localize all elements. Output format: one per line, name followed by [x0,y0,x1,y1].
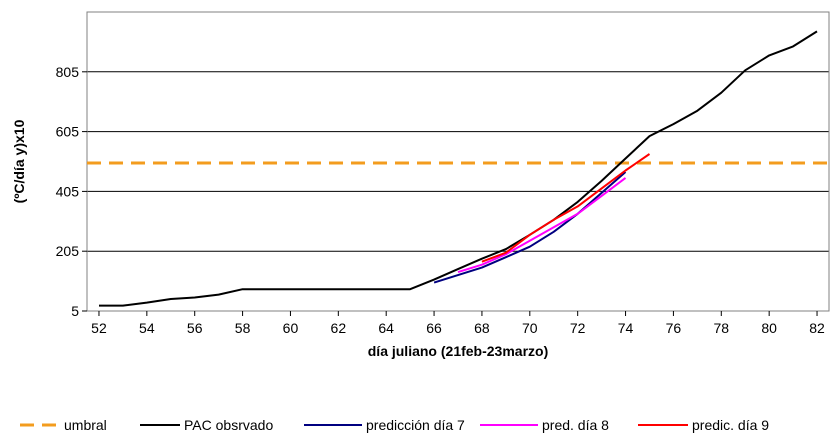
x-tick-label: 80 [761,320,777,336]
y-tick-label: 5 [71,303,79,319]
series-line-2 [99,30,818,307]
legend-label-1: umbral [64,417,107,433]
legend-label-3: predicción día 7 [366,417,465,433]
legend: umbral PAC obsrvado predicción día 7 pred. … [20,417,769,433]
x-tick-label: 82 [809,320,825,336]
x-tick-label: 76 [666,320,682,336]
x-tick-label: 72 [570,320,586,336]
series-line-4 [457,177,627,274]
legend-label-2: PAC obsrvado [184,417,273,433]
x-tick-label: 62 [331,320,347,336]
legend-label-5: predic. día 9 [692,417,769,433]
x-tick-label: 74 [618,320,634,336]
x-tick-label: 64 [378,320,394,336]
x-axis-title: día juliano (21feb-23marzo) [368,343,548,359]
x-tick-label: 66 [426,320,442,336]
y-tick-label: 605 [56,124,80,140]
x-tick-label: 68 [474,320,490,336]
x-tick-label: 60 [283,320,299,336]
legend-label-4: pred. día 8 [542,417,609,433]
series-line-5 [481,153,651,263]
y-tick-label: 205 [56,243,80,259]
x-tick-label: 78 [714,320,730,336]
x-tick-label: 70 [522,320,538,336]
series-line-3 [433,171,627,284]
x-tick-label: 54 [139,320,155,336]
y-tick-label: 405 [56,183,80,199]
y-tick-label: 805 [56,64,80,80]
axes: 5 205 405 605 805 52 54 56 58 60 62 64 66 68 70 72 74 76 7… [56,64,825,336]
series-lines [87,30,829,307]
x-tick-label: 56 [187,320,203,336]
x-tick-label: 58 [235,320,251,336]
y-axis-title: (ºC/día y)x10 [11,119,27,203]
x-tick-label: 52 [91,320,107,336]
